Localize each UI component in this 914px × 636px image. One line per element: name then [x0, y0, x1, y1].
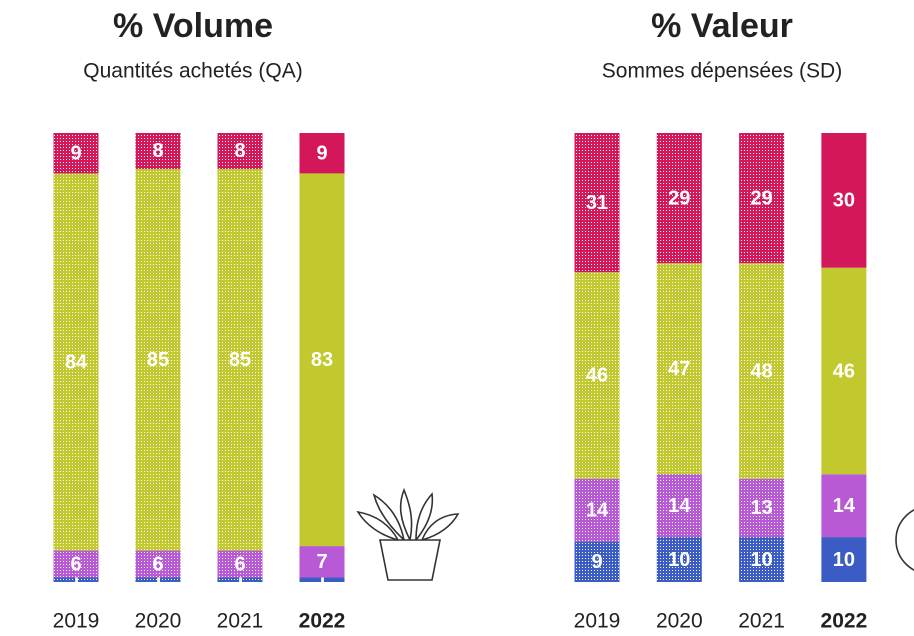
- data-label: 8: [152, 140, 163, 162]
- bar-segment: [656, 133, 702, 264]
- bar-segment: [135, 168, 181, 551]
- x-tick-label: 2022: [299, 610, 346, 633]
- bar-segment: [299, 173, 345, 547]
- bar-segment: [217, 577, 263, 582]
- data-label: 46: [833, 360, 855, 382]
- data-label: 1: [316, 569, 327, 591]
- bar-segment: [821, 474, 867, 538]
- plant-icon: [356, 487, 460, 581]
- x-tick-label: 2021: [217, 610, 264, 633]
- data-label: 29: [668, 187, 690, 209]
- data-label: 9: [70, 142, 81, 164]
- bar-segment: [656, 537, 702, 582]
- bar-segment: [217, 550, 263, 578]
- data-label: 14: [586, 499, 609, 521]
- data-label: 9: [591, 551, 602, 573]
- icon-circle: [895, 509, 914, 571]
- data-label: 47: [668, 358, 690, 380]
- data-label: 6: [70, 553, 81, 575]
- data-label: 1: [70, 569, 81, 591]
- data-label: 31: [586, 192, 608, 214]
- x-tick-label: 2022: [821, 610, 868, 633]
- data-label: 6: [152, 553, 163, 575]
- x-tick-label: 2019: [53, 610, 100, 633]
- data-label: 84: [65, 351, 88, 373]
- data-label: 8: [234, 140, 245, 162]
- bar-segment: [53, 133, 99, 174]
- data-label: 6: [234, 553, 245, 575]
- bar-segment: [821, 133, 867, 268]
- chart-title: % Valeur: [651, 7, 793, 45]
- data-label: 30: [833, 190, 855, 212]
- x-tick-label: 2020: [656, 610, 703, 633]
- bar-segment: [299, 546, 345, 578]
- data-label: 29: [750, 187, 772, 209]
- data-label: 13: [750, 497, 772, 519]
- x-tick-label: 2019: [574, 610, 621, 633]
- bar-segment: [53, 577, 99, 582]
- bar-segment: [574, 133, 620, 273]
- bar-segment: [739, 133, 785, 264]
- bar-segment: [53, 173, 99, 551]
- data-label: 7: [316, 551, 327, 573]
- bar-segment: [821, 537, 867, 582]
- bar-segment: [217, 168, 263, 551]
- bar-segment: [135, 577, 181, 582]
- data-label: 1: [234, 569, 245, 591]
- bar-segment: [574, 272, 620, 479]
- data-label: 9: [316, 142, 327, 164]
- data-label: 1: [152, 569, 163, 591]
- bar-segment: [656, 263, 702, 475]
- bar-segment: [299, 133, 345, 174]
- bar-segment: [217, 133, 263, 169]
- data-label: 46: [586, 365, 608, 387]
- bar-segment: [739, 478, 785, 538]
- bar-segment: [821, 267, 867, 475]
- chart-subtitle: Quantités achetés (QA): [83, 60, 302, 83]
- chart-title: % Volume: [113, 7, 273, 45]
- x-tick-label: 2021: [738, 610, 785, 633]
- bar-segment: [739, 263, 785, 479]
- bar-segment: [574, 541, 620, 582]
- data-label: 10: [668, 549, 690, 571]
- bar-segment: [299, 577, 345, 582]
- bar-segment: [135, 550, 181, 578]
- data-label: 14: [668, 495, 691, 517]
- bar-segment: [574, 478, 620, 542]
- data-label: 85: [229, 349, 251, 371]
- bar-segment: [656, 474, 702, 538]
- bar-segment: [135, 133, 181, 169]
- data-label: 10: [750, 549, 772, 571]
- data-label: 85: [147, 349, 169, 371]
- chart-subtitle: Sommes dépensées (SD): [602, 60, 842, 83]
- data-label: 48: [750, 360, 772, 382]
- data-label: 14: [833, 495, 856, 517]
- bar-segment: [53, 550, 99, 578]
- data-label: 83: [311, 349, 333, 371]
- x-tick-label: 2020: [135, 610, 182, 633]
- data-label: 10: [833, 549, 855, 571]
- bar-segment: [739, 537, 785, 582]
